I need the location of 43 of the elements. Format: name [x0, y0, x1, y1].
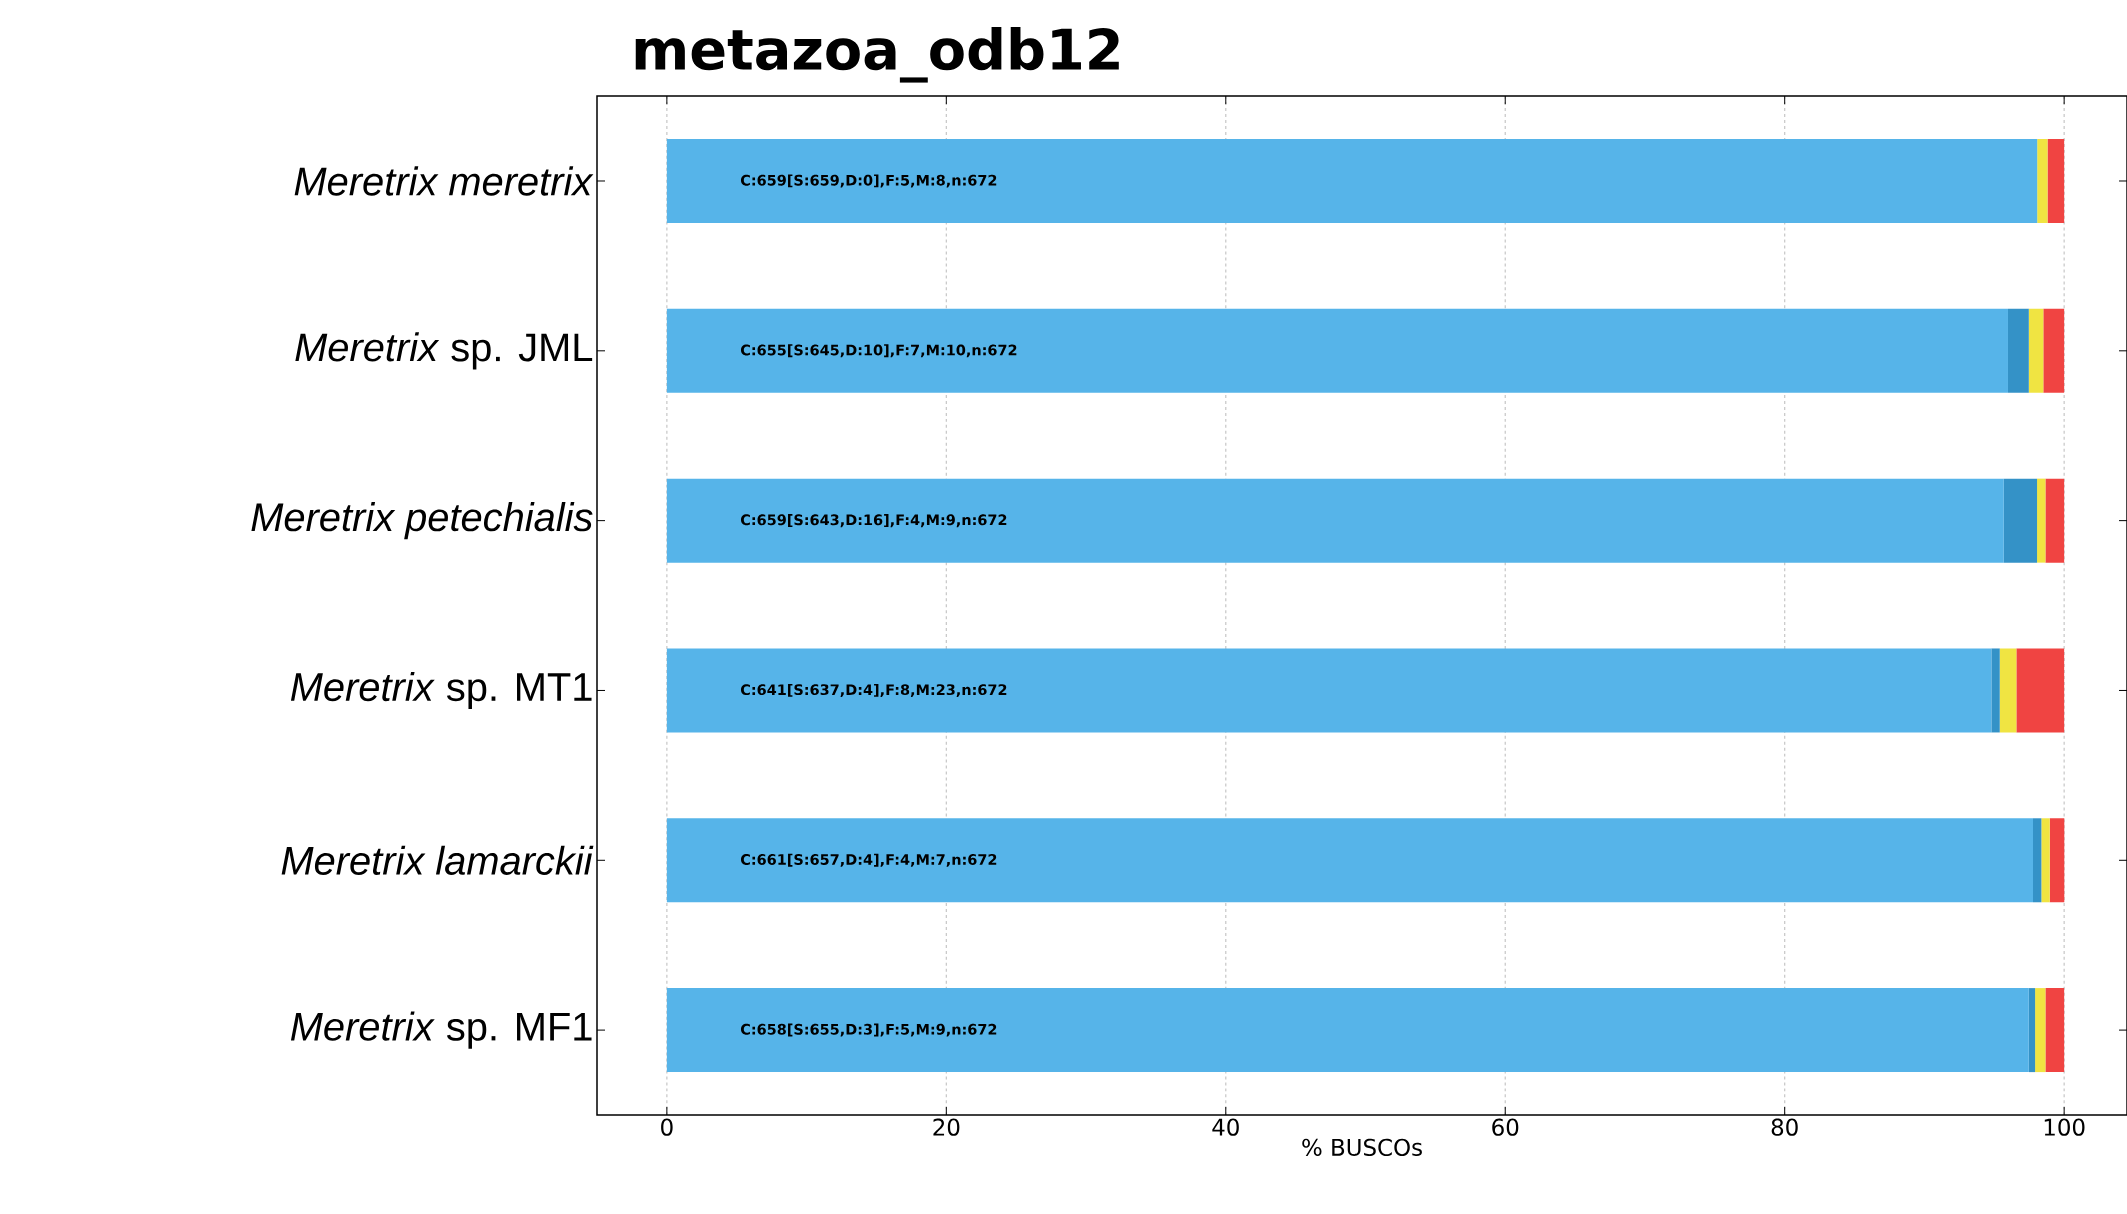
data-label: C:659[S:659,D:0],F:5,M:8,n:672 [740, 174, 997, 188]
x-tick-label: 80 [1771, 1118, 1798, 1136]
x-tick-label: 20 [933, 1118, 960, 1136]
y-tick-label: Meretrix lamarckii [281, 845, 594, 875]
chart-title: metazoa_odb12 [635, 27, 1119, 83]
x-tick-label: 40 [1212, 1118, 1239, 1136]
x-tick-label: 0 [661, 1118, 673, 1136]
x-axis-title: % BUSCOs [1302, 1138, 1422, 1157]
bar [2045, 988, 2065, 1073]
bar [1991, 648, 2000, 733]
data-label: C:641[S:637,D:4],F:8,M:23,n:672 [740, 683, 1007, 697]
bar [2035, 988, 2046, 1073]
y-tick-label: Meretrix meretrix [294, 166, 594, 196]
data-label: C:658[S:655,D:3],F:5,M:9,n:672 [740, 1023, 997, 1037]
bar [2037, 139, 2048, 223]
bar [2033, 818, 2042, 903]
bar [1999, 648, 2017, 733]
y-tick-label: Meretrix petechialis [251, 502, 593, 540]
x-tick-label: 60 [1492, 1118, 1519, 1136]
bar [666, 648, 1992, 733]
bar [2003, 478, 2038, 563]
bar [2007, 308, 2029, 393]
y-tick-label: Meretrix sp. MT1 [290, 671, 592, 710]
bar [2047, 139, 2065, 223]
bar [2045, 478, 2065, 563]
bar [666, 818, 2033, 903]
bar [2028, 988, 2036, 1073]
bar [2028, 308, 2044, 393]
data-label: C:655[S:645,D:10],F:7,M:10,n:672 [740, 344, 1017, 358]
data-label: C:661[S:657,D:4],F:4,M:7,n:672 [740, 853, 997, 867]
bar [2049, 818, 2065, 903]
bar [2037, 478, 2046, 563]
bar [2041, 818, 2050, 903]
bar [666, 478, 2004, 563]
data-label: C:659[S:643,D:16],F:4,M:9,n:672 [740, 514, 1007, 528]
bar [2043, 308, 2065, 393]
bar [666, 139, 2038, 223]
x-tick-label: 100 [2044, 1118, 2085, 1136]
y-tick-label: Meretrix sp. JML [295, 332, 593, 370]
y-tick-label: Meretrix sp. MF1 [290, 1011, 592, 1049]
bar [2016, 648, 2065, 733]
bar [666, 988, 2029, 1073]
bar [666, 308, 2008, 393]
